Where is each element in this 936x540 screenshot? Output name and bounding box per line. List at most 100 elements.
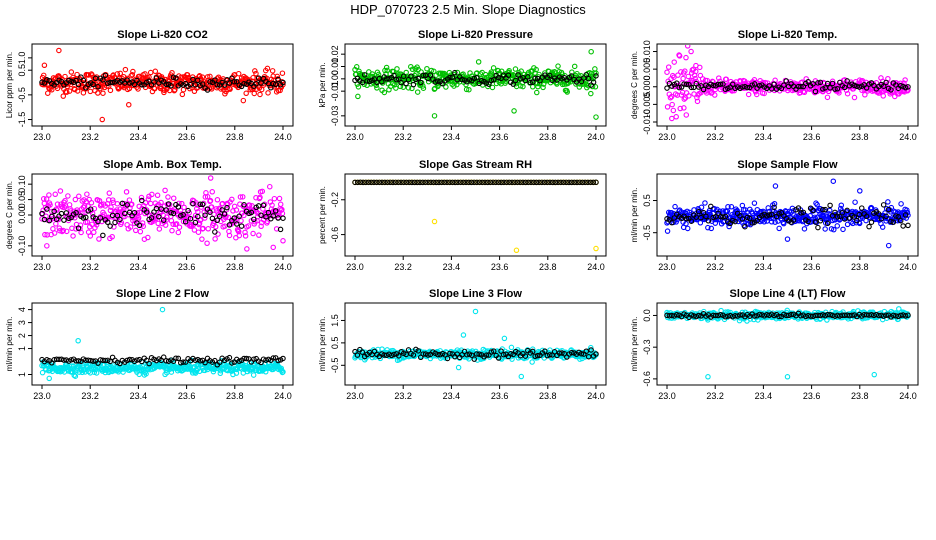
x-tick-label: 23.6 [491, 391, 509, 401]
data-point [49, 87, 55, 93]
data-point-reference [829, 80, 836, 87]
data-point [466, 86, 472, 93]
data-point [420, 85, 427, 91]
data-point [814, 201, 820, 208]
data-point-outlier [688, 48, 694, 55]
data-point-reference [488, 77, 495, 84]
data-point-reference [396, 353, 402, 359]
data-point [135, 86, 141, 92]
y-tick-label: 0.01 [330, 58, 340, 76]
data-point [149, 191, 155, 198]
data-point [137, 209, 143, 216]
data-point [355, 93, 361, 100]
data-point [571, 63, 578, 70]
data-point-reference [525, 74, 531, 80]
data-point-reference [280, 215, 286, 221]
data-point-reference [381, 352, 387, 358]
data-point [725, 203, 731, 210]
data-point [862, 91, 868, 98]
data-point-outlier [460, 332, 467, 338]
data-point [518, 68, 524, 74]
data-point-reference [173, 355, 179, 361]
data-point-reference [546, 72, 553, 79]
data-point-reference [442, 352, 448, 358]
data-point [693, 68, 699, 75]
data-point-reference [484, 179, 491, 186]
data-point-reference [547, 179, 553, 186]
data-points [664, 306, 911, 380]
data-point-reference [469, 352, 475, 358]
panel-3: Slope Li-820 Temp.23.0 23.2 23.4 23.6 23.8 24… [630, 29, 919, 142]
data-point-outlier [431, 218, 438, 225]
data-point [258, 223, 264, 230]
data-point [670, 107, 677, 114]
data-point [698, 204, 705, 211]
data-point-reference [465, 179, 472, 186]
data-point [179, 91, 186, 98]
data-point [52, 191, 58, 198]
data-point-reference [408, 73, 414, 79]
data-point-reference [471, 75, 478, 82]
data-point-reference [354, 352, 361, 358]
data-point-outlier [588, 48, 594, 55]
data-point [668, 93, 675, 100]
data-point [145, 234, 151, 241]
y-tick-label: 1 [17, 346, 27, 351]
data-point-reference [175, 355, 182, 362]
y-tick-label: -0.01 [330, 81, 340, 102]
data-point [671, 74, 677, 80]
data-point-outlier [830, 178, 837, 184]
data-point-reference [820, 206, 826, 213]
data-point [489, 84, 496, 91]
data-point-reference [837, 313, 843, 319]
data-point-reference [139, 197, 145, 204]
data-point-reference [427, 72, 434, 78]
plot-frame [656, 173, 919, 257]
data-point [242, 233, 249, 239]
y-tick-label: 0.5 [330, 337, 340, 350]
data-point [540, 84, 546, 91]
data-point-reference [671, 215, 678, 221]
data-point-reference [270, 213, 277, 219]
data-point [142, 200, 149, 206]
data-point-reference [585, 179, 591, 186]
data-point-reference [817, 217, 824, 224]
data-point [143, 207, 150, 213]
data-point-reference [229, 75, 235, 81]
data-point [588, 344, 594, 351]
data-point-reference [587, 179, 594, 186]
data-point-reference [226, 222, 233, 228]
data-point-reference [876, 312, 882, 319]
data-point-outlier [857, 188, 863, 194]
data-point-reference [563, 179, 569, 186]
data-point-reference [68, 78, 74, 85]
data-point-reference [391, 72, 397, 79]
data-point-reference [890, 312, 897, 319]
x-tick-label: 23.2 [394, 262, 412, 272]
data-point [904, 207, 910, 213]
data-point-reference [100, 77, 106, 83]
data-points [664, 178, 911, 249]
data-point-reference [236, 213, 242, 220]
data-point-reference [209, 215, 216, 222]
data-point-reference [236, 358, 242, 364]
panel-title: Slope Line 3 Flow [429, 288, 522, 300]
y-tick-label: 0.005 [642, 58, 652, 81]
data-point-reference [776, 313, 782, 320]
data-point [534, 89, 540, 96]
data-point [200, 200, 207, 207]
data-point-reference [207, 209, 213, 215]
data-point-reference [160, 217, 167, 223]
data-point-reference [226, 354, 233, 361]
data-point-reference [373, 179, 380, 186]
data-point [158, 199, 164, 206]
data-point-reference [514, 179, 521, 186]
data-point-reference [790, 217, 797, 223]
data-point [405, 85, 412, 91]
plot-frame [31, 302, 294, 386]
x-tick-label: 23.4 [130, 391, 148, 401]
data-point-reference [888, 87, 894, 93]
data-point [520, 83, 526, 90]
data-point-reference [195, 77, 201, 84]
